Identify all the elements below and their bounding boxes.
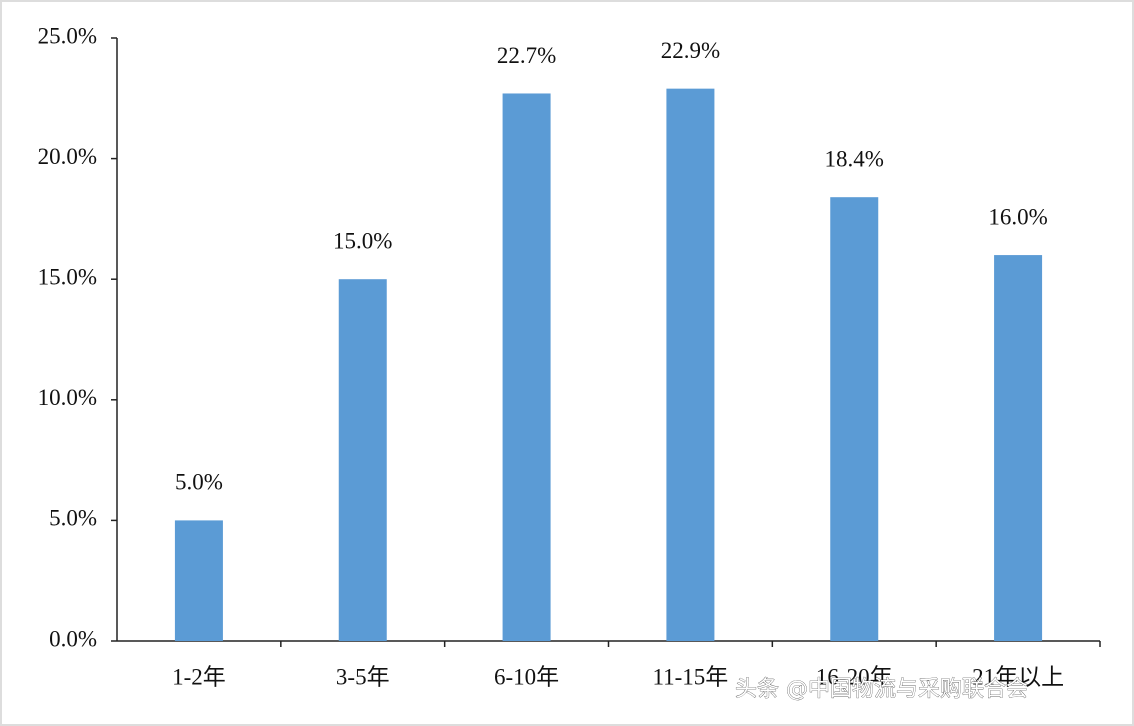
y-tick-label: 25.0% [38,23,97,48]
x-tick-label: 11-15年 [653,664,729,689]
x-tick-label: 6-10年 [494,664,559,689]
y-tick-label: 15.0% [38,264,97,289]
value-label: 22.9% [661,38,720,63]
bar [830,197,879,641]
value-label: 22.7% [497,43,556,68]
value-label: 16.0% [988,204,1047,229]
value-label: 5.0% [175,470,223,495]
bar [502,93,551,641]
y-tick-label: 20.0% [38,144,97,169]
bar [338,279,387,641]
x-tick-label: 3-5年 [336,664,390,689]
bar [994,255,1043,641]
y-tick-label: 5.0% [49,506,97,531]
value-label: 15.0% [333,228,392,253]
x-tick-label: 21年以上 [972,664,1064,689]
value-label: 18.4% [825,146,884,171]
bar [666,88,715,642]
x-tick-label: 16-20年 [816,664,893,689]
y-tick-label: 0.0% [49,626,97,651]
bar [174,520,223,641]
x-tick-label: 1-2年 [172,664,226,689]
y-tick-label: 10.0% [38,385,97,410]
watermark: 头条 @中国物流与采购联合会 [735,677,1028,702]
